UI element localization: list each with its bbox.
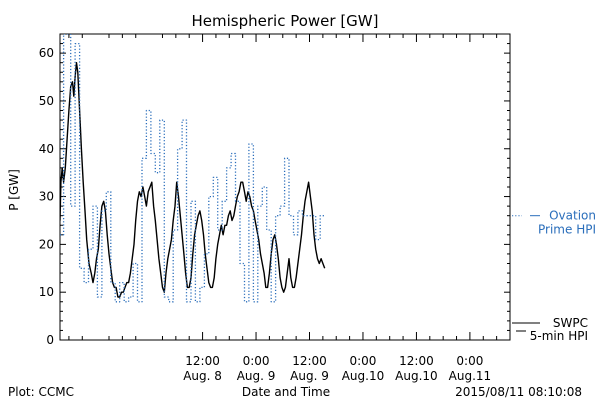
x-tick-label: 0:00 bbox=[349, 354, 376, 368]
y-tick-label: 10 bbox=[39, 285, 54, 299]
legend-label-swpc: SWPC bbox=[553, 316, 588, 330]
plot-credit: Plot: CCMC bbox=[8, 385, 74, 399]
y-tick-label: 40 bbox=[39, 142, 54, 156]
series-line-swpc-hpi bbox=[60, 62, 326, 298]
y-tick-label: 50 bbox=[39, 94, 54, 108]
x-tick-date-label: Aug.10 bbox=[395, 369, 438, 383]
x-tick-label: 0:00 bbox=[243, 354, 270, 368]
x-axis-label: Date and Time bbox=[242, 385, 330, 399]
legend-label-swpc-line2: 5-min HPI bbox=[530, 329, 588, 343]
x-tick-date-label: Aug. 9 bbox=[290, 369, 329, 383]
plot-timestamp: 2015/08/11 08:10:08 bbox=[455, 385, 582, 399]
legend-label-ovation: Ovation bbox=[549, 209, 596, 223]
y-tick-label: 0 bbox=[46, 333, 54, 347]
y-axis-label: P [GW] bbox=[7, 169, 21, 211]
x-tick-date-label: Aug.10 bbox=[342, 369, 385, 383]
y-tick-label: 30 bbox=[39, 190, 54, 204]
chart-title: Hemispheric Power [GW] bbox=[192, 12, 379, 30]
y-tick-label: 20 bbox=[39, 237, 54, 251]
x-tick-label: 0:00 bbox=[456, 354, 483, 368]
x-tick-label: 12:00 bbox=[399, 354, 434, 368]
y-tick-label: 60 bbox=[39, 46, 54, 60]
legend-label-ovation-line2: Prime HPI bbox=[538, 223, 596, 237]
x-tick-date-label: Aug. 8 bbox=[183, 369, 222, 383]
x-tick-label: 12:00 bbox=[292, 354, 327, 368]
x-tick-date-label: Aug. 9 bbox=[237, 369, 276, 383]
x-tick-date-label: Aug.11 bbox=[449, 369, 492, 383]
x-tick-label: 12:00 bbox=[185, 354, 220, 368]
